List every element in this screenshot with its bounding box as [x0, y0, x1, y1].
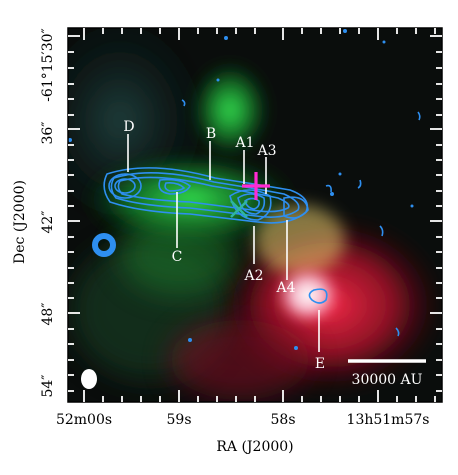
contour-fragment-6 [357, 179, 362, 189]
y-tick-label: 54″ [40, 374, 56, 397]
x-tick-label: 13h51m57s [347, 412, 430, 428]
contour-level-3 [117, 176, 290, 213]
source-labels: D B A1 A3 C A2 A4 E [123, 119, 325, 372]
contour-fragment-4 [417, 111, 421, 121]
label-d: D [123, 119, 134, 135]
contour-level-1 [103, 167, 309, 224]
label-c: C [172, 249, 183, 265]
label-a1: A1 [234, 135, 254, 151]
contour-dot [294, 346, 298, 350]
y-tick-labels: -61°15′30″ 36″ 42″ 48″ 54″ [40, 28, 56, 397]
beam-ellipse [81, 369, 97, 389]
contour-core-a-mid [237, 193, 266, 215]
contour-knot-d-outer [108, 173, 142, 199]
label-b: B [206, 126, 216, 142]
y-tick-label: 36″ [40, 121, 56, 144]
tick-marks [68, 28, 442, 402]
contour-core-a-inner [244, 197, 260, 210]
leader-lines [127, 134, 320, 352]
label-e: E [315, 356, 325, 372]
contour-dot [330, 192, 334, 196]
contour-dot [382, 40, 386, 44]
contour-dot [188, 338, 192, 342]
contour-core-a-outer [229, 189, 272, 221]
contour-knot-a4 [283, 196, 309, 219]
contour-fragment-5 [395, 327, 400, 337]
contour-dot [216, 78, 220, 82]
x-tick-label: 58s [271, 412, 296, 428]
contour-dot [343, 29, 347, 33]
green-emission-north [190, 60, 270, 160]
x-axis-label: RA (J2000) [216, 439, 293, 455]
x-tick-labels: 52m00s 59s 58s 13h51m57s [56, 412, 430, 428]
y-tick-label: 42″ [40, 210, 56, 233]
contour-fragment-3 [181, 99, 186, 107]
y-tick-label: -61°15′30″ [40, 28, 56, 102]
green-emission-south [120, 215, 240, 295]
contour-fragment-2 [379, 225, 384, 237]
x-marker-stroke [230, 200, 248, 218]
contour-dots [68, 29, 414, 350]
label-a4: A4 [275, 280, 295, 296]
label-a2: A2 [243, 268, 263, 284]
label-a3: A3 [256, 143, 276, 159]
contour-fragment-1 [325, 184, 332, 193]
contour-dot [224, 36, 228, 40]
red-emission-tail [170, 320, 310, 400]
contour-dot [338, 172, 342, 176]
contour-knot-e [308, 288, 328, 304]
x-marker [230, 200, 248, 218]
cross-marker [242, 172, 270, 200]
contour-knot-c-outer [158, 178, 192, 195]
x-tick-label: 59s [167, 412, 192, 428]
scale-bar-label: 30000 AU [352, 372, 423, 388]
contour-dot [68, 138, 72, 142]
white-core [273, 263, 343, 327]
contour-knot-d-inner [114, 178, 136, 194]
contour-group [92, 99, 421, 337]
contour-knot-c-inner [164, 182, 186, 192]
contour-dot [410, 204, 414, 208]
y-axis-label: Dec (J2000) [12, 180, 28, 264]
beam-contour [92, 233, 116, 257]
contour-level-2 [110, 172, 300, 218]
y-tick-label: 48″ [40, 302, 56, 325]
x-tick-label: 52m00s [56, 412, 112, 428]
image-panel: D B A1 A3 C A2 A4 E 30000 AU [68, 28, 442, 402]
